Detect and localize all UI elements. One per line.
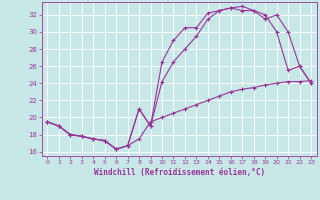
X-axis label: Windchill (Refroidissement éolien,°C): Windchill (Refroidissement éolien,°C) [94, 168, 265, 177]
